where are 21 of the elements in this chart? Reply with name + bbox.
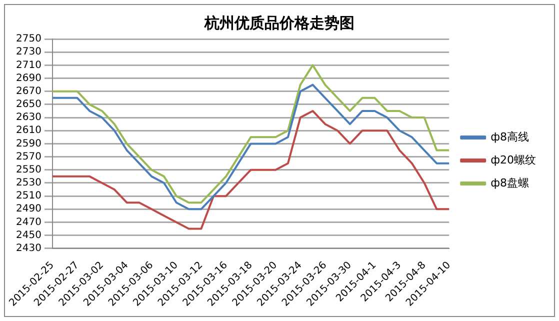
y-tick-label: 2630	[16, 112, 42, 124]
y-tick-label: 2670	[16, 86, 42, 97]
legend-label: ф20螺纹	[490, 153, 536, 166]
y-tick-label: 2650	[16, 99, 42, 110]
legend-label: ф8高线	[490, 130, 530, 144]
y-tick-label: 2750	[16, 34, 42, 45]
y-tick-label: 2690	[16, 72, 42, 84]
y-tick-label: 2470	[16, 216, 42, 228]
y-tick-label: 2570	[16, 151, 42, 162]
y-tick-label: 2610	[16, 125, 42, 136]
chart-title: 杭州优质品价格走势图	[204, 14, 354, 32]
legend-label: ф8盘螺	[490, 176, 530, 190]
y-tick-label: 2550	[16, 164, 42, 176]
y-tick-label: 2510	[16, 190, 42, 202]
y-tick-label: 2490	[16, 204, 42, 215]
y-tick-label: 2590	[16, 138, 42, 150]
y-tick-label: 2730	[16, 46, 42, 58]
y-tick-label: 2430	[16, 243, 42, 254]
y-tick-label: 2450	[16, 230, 42, 241]
y-tick-label: 2530	[16, 178, 42, 189]
y-tick-label: 2710	[16, 60, 42, 71]
